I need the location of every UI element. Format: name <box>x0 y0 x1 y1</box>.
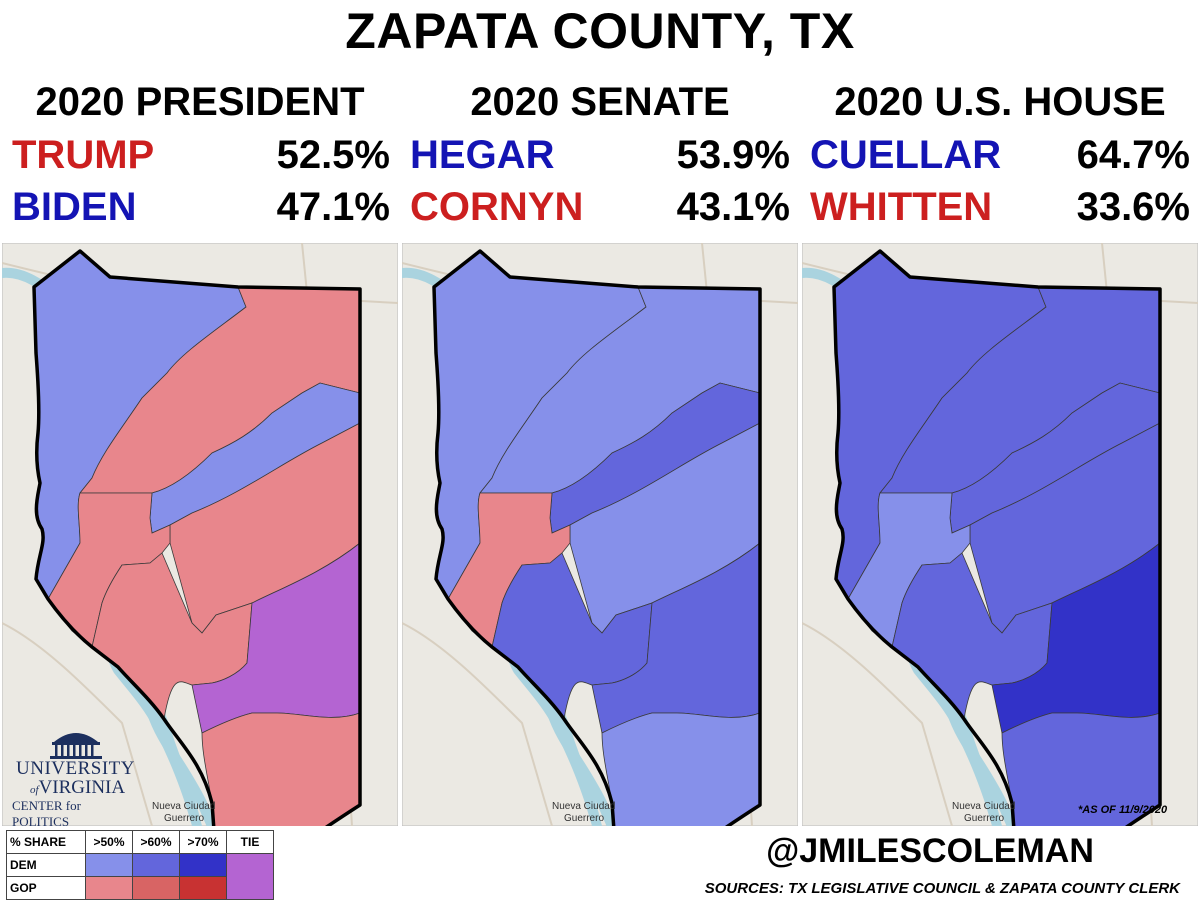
town-label-nueva-ciudad: Nueva Ciudad <box>952 801 1015 812</box>
candidate-pct-biden: 47.1% <box>276 185 390 229</box>
legend-swatch-tie <box>226 853 274 900</box>
logo-center-text: CENTER for POLITICS <box>12 798 81 829</box>
county-outline <box>832 249 1162 826</box>
legend-swatch-dem-50 <box>85 853 133 877</box>
legend-row-dem: DEM <box>6 853 274 900</box>
candidate-pct-hegar: 53.9% <box>676 133 790 177</box>
race-title-senate: 2020 SENATE <box>470 80 730 124</box>
legend-label-gop: GOP <box>6 876 86 900</box>
candidate-pct-cornyn: 43.1% <box>676 185 790 229</box>
county-group <box>32 249 362 826</box>
legend-row-gop: GOP <box>6 876 274 900</box>
sources-note: SOURCES: TX LEGISLATIVE COUNCIL & ZAPATA… <box>704 880 1180 897</box>
county-outline <box>32 249 362 826</box>
town-label-nueva-ciudad: Nueva Ciudad <box>552 801 615 812</box>
candidate-name-cornyn: CORNYN <box>410 185 584 229</box>
map-road <box>802 622 953 826</box>
legend-table: % SHARE >50% >60% >70% TIE DEM GOP <box>6 830 274 900</box>
precinct-8 <box>201 712 361 826</box>
uva-center-for-politics-logo: UNIVERSITY ofVIRGINIA CENTER for POLITIC… <box>8 728 135 829</box>
logo-university-text: UNIVERSITY <box>16 758 135 779</box>
map-panel-house: Nueva Ciudad Guerrero <box>802 243 1198 826</box>
race-title-house: 2020 U.S. HOUSE <box>834 80 1166 124</box>
county-group <box>832 249 1162 826</box>
legend-header-share: % SHARE <box>6 830 86 854</box>
logo-of-text: of <box>30 784 39 796</box>
town-label-guerrero: Guerrero <box>564 813 604 824</box>
legend-header-tie: TIE <box>226 830 274 854</box>
author-handle: @JMILESCOLEMAN <box>766 832 1094 870</box>
town-label-nueva-ciudad: Nueva Ciudad <box>152 801 215 812</box>
legend-swatch-gop-60 <box>132 876 180 900</box>
rotunda-icon <box>50 733 102 759</box>
legend-header-60: >60% <box>132 830 180 854</box>
legend-swatch-dem-70 <box>179 853 227 877</box>
candidate-pct-cuellar: 64.7% <box>1076 133 1190 177</box>
candidate-name-cuellar: CUELLAR <box>810 133 1002 177</box>
as-of-note: *AS OF 11/9/2020 <box>1078 804 1168 816</box>
main-title: ZAPATA COUNTY, TX <box>345 3 855 59</box>
candidate-name-biden: BIDEN <box>12 185 137 229</box>
county-group <box>432 249 762 826</box>
precinct-8 <box>601 712 761 826</box>
legend-header-50: >50% <box>85 830 133 854</box>
candidate-name-whitten: WHITTEN <box>810 185 993 229</box>
town-label-guerrero: Guerrero <box>164 813 204 824</box>
legend-label-dem: DEM <box>6 853 86 877</box>
race-title-president: 2020 PRESIDENT <box>35 80 365 124</box>
map-road <box>402 622 553 826</box>
logo-virginia-word: VIRGINIA <box>38 777 126 798</box>
map-road <box>2 622 153 826</box>
county-outline <box>432 249 762 826</box>
map-panel-senate: Nueva Ciudad Guerrero <box>402 243 798 826</box>
legend-header-row: % SHARE >50% >60% >70% TIE <box>6 830 274 854</box>
candidate-name-hegar: HEGAR <box>410 133 555 177</box>
legend-swatch-gop-50 <box>85 876 133 900</box>
map-panel-president: Nueva Ciudad Guerrero <box>2 243 398 826</box>
logo-virginia-text: ofVIRGINIA <box>30 777 125 799</box>
legend-swatch-gop-70 <box>179 876 227 900</box>
legend-swatch-dem-60 <box>132 853 180 877</box>
candidate-name-trump: TRUMP <box>12 133 155 177</box>
town-label-guerrero: Guerrero <box>964 813 1004 824</box>
candidate-pct-trump: 52.5% <box>276 133 390 177</box>
candidate-pct-whitten: 33.6% <box>1076 185 1190 229</box>
legend-header-70: >70% <box>179 830 227 854</box>
